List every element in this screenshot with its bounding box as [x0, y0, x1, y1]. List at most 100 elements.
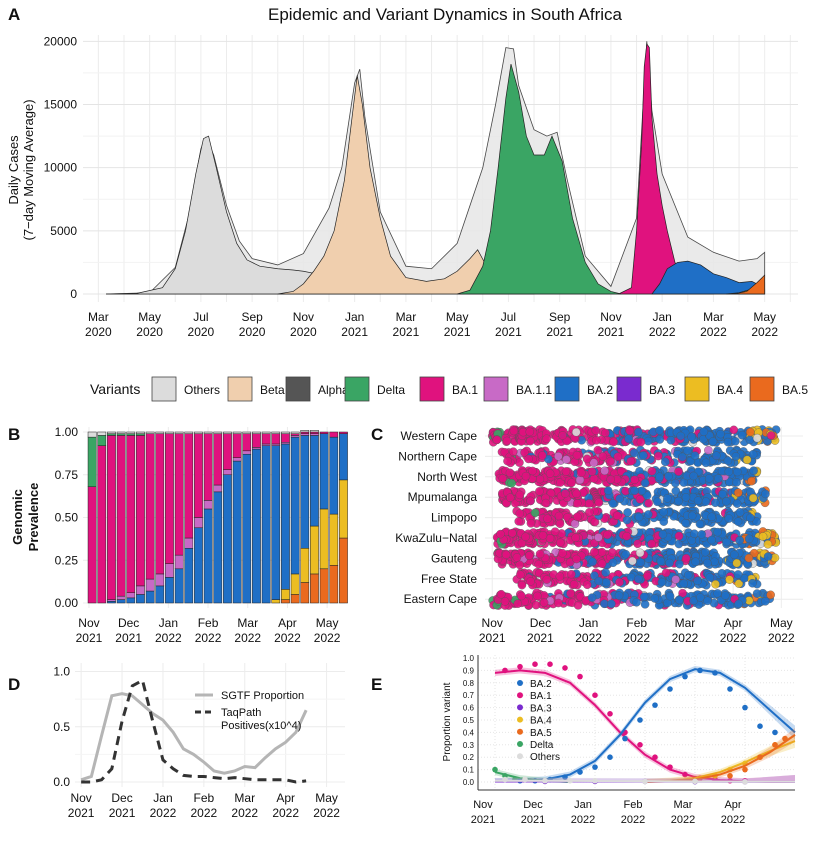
legend-label: TaqPath: [221, 707, 261, 719]
x-tick-label: 2022: [721, 814, 745, 826]
x-tick-label: Apr: [276, 791, 295, 805]
sample-point-ba2: [693, 576, 702, 586]
y-tick-label: 0.25: [55, 553, 79, 567]
x-tick-label: 2020: [239, 325, 266, 339]
data-point-ba5: [757, 754, 763, 760]
legend-label: Others: [184, 383, 220, 397]
sample-point-ba2: [729, 550, 739, 559]
sample-point-ba1: [501, 550, 511, 560]
y-tick-label: 0.50: [55, 511, 79, 525]
bar-segment-ba1: [174, 433, 184, 556]
sample-point-ba2: [615, 494, 625, 503]
sample-point-ba2: [702, 558, 712, 568]
bar-segment-ba11: [145, 578, 155, 592]
y-axis-title-line: Daily Cases: [6, 135, 21, 205]
y-tick-label: 0.5: [53, 720, 70, 734]
sample-point-ba2: [675, 559, 684, 569]
sample-point-ba1: [674, 531, 684, 541]
x-tick-label: Nov: [482, 616, 503, 630]
sample-point-ba2: [640, 478, 650, 488]
y-tick-label: 0.4: [463, 728, 475, 737]
bar-segment-ba1: [116, 435, 126, 597]
bar-segment-ba11: [194, 517, 203, 529]
y-tick-label: 0.1: [463, 766, 475, 775]
bar-segment-ba2: [310, 435, 319, 527]
sample-point-ba11: [594, 533, 603, 542]
bar-segment-ba2: [319, 433, 329, 510]
sample-point-ba1: [513, 599, 523, 608]
x-tick-label: Mar: [396, 310, 417, 324]
bar-segment-ba4: [310, 525, 319, 575]
sample-point-ba1: [520, 448, 529, 457]
data-point-ba1: [652, 754, 658, 760]
bar-segment-others: [261, 431, 271, 434]
sample-point-ba2: [724, 514, 734, 523]
bar-segment-ba4: [281, 589, 290, 600]
sample-point-ba2: [657, 577, 667, 587]
sample-point-delta: [530, 508, 540, 518]
x-tick-label: 2022: [623, 631, 650, 645]
sample-point-ba1: [500, 597, 510, 606]
bar-segment-delta: [126, 433, 136, 436]
sample-point-ba2: [687, 432, 696, 442]
x-tick-label: 2020: [85, 325, 112, 339]
sample-point-ba2: [760, 596, 770, 606]
sample-point-ba2: [629, 448, 639, 458]
sample-point-ba1: [598, 452, 608, 461]
x-tick-label: Sep: [241, 310, 263, 324]
data-point-ba2: [562, 774, 568, 780]
y-axis-title: Proportion variant: [442, 682, 453, 761]
legend-label: SGTF Proportion: [221, 690, 304, 702]
x-tick-label: 2021: [471, 814, 495, 826]
sample-point-ba1: [553, 598, 563, 608]
legend-swatch-others: [151, 376, 177, 402]
bar-segment-ba11: [281, 442, 290, 445]
bar-segment-ba4: [329, 513, 339, 566]
y-tick-label: 0.8: [463, 679, 475, 688]
sample-point-ba2: [608, 558, 618, 568]
sample-point-ba2: [723, 456, 733, 466]
sample-point-ba11: [704, 445, 713, 455]
bar-segment-ba1: [300, 431, 310, 434]
bar-segment-others: [155, 431, 165, 434]
sample-point-ba2: [705, 573, 715, 582]
data-point-ba1: [502, 667, 508, 674]
legend-swatch-ba3: [616, 376, 642, 402]
x-tick-label: Feb: [626, 616, 647, 630]
x-tick-label: Jan: [153, 791, 172, 805]
x-tick-label: 2022: [700, 325, 727, 339]
x-tick-label: May: [138, 310, 161, 324]
sample-point-ba1: [592, 435, 601, 445]
bar-segment-others: [300, 430, 310, 433]
data-point-ba2: [682, 673, 688, 680]
sample-point-ba2: [721, 591, 730, 600]
x-tick-label: 2022: [720, 631, 747, 645]
sample-point-ba4: [758, 532, 768, 541]
sample-point-ba1: [556, 538, 565, 547]
sample-point-ba2: [690, 529, 699, 539]
sample-point-ba2: [707, 535, 716, 545]
sample-point-ba5: [744, 553, 754, 563]
legend-dot-ba1: [517, 692, 523, 699]
sample-point-ba2: [594, 576, 604, 586]
sample-point-others: [571, 427, 581, 437]
sample-point-ba2: [693, 496, 703, 505]
bar-segment-others: [223, 431, 232, 434]
legend-label: BA.5: [530, 728, 552, 739]
bar-segment-others: [194, 431, 203, 434]
data-point-ba2: [607, 754, 613, 760]
x-tick-label: 2021: [393, 325, 420, 339]
bar-segment-ba2: [223, 474, 232, 604]
x-tick-label: Feb: [194, 791, 215, 805]
sample-point-ba2: [614, 591, 624, 600]
sample-point-ba1: [550, 527, 560, 537]
bar-segment-ba2: [126, 597, 136, 604]
y-tick-label: 15000: [44, 97, 78, 111]
bar-segment-ba11: [232, 457, 242, 462]
x-tick-label: 2022: [234, 631, 261, 645]
bar-segment-ba2: [145, 590, 155, 604]
x-tick-label: May: [446, 310, 469, 324]
data-point-ba1: [532, 661, 538, 667]
sample-point-ba1: [572, 450, 582, 460]
sample-point-ba1: [528, 466, 537, 476]
